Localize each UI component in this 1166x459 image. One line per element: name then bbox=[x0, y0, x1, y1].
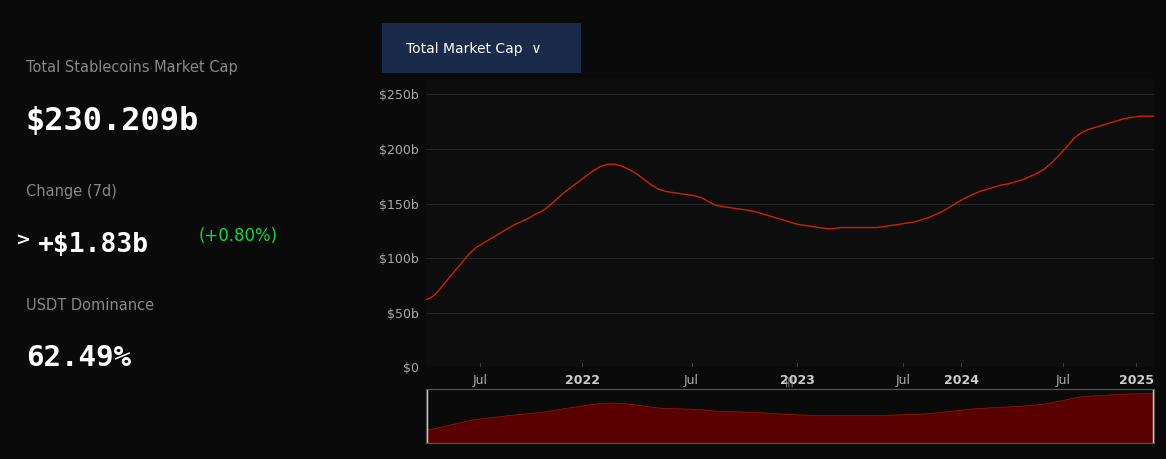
Text: Change (7d): Change (7d) bbox=[26, 184, 117, 199]
Text: $230.209b: $230.209b bbox=[26, 106, 199, 137]
Text: (+0.80%): (+0.80%) bbox=[198, 227, 278, 245]
Text: 62.49%: 62.49% bbox=[26, 344, 131, 372]
Text: Total Stablecoins Market Cap: Total Stablecoins Market Cap bbox=[26, 60, 238, 75]
Text: Total Market Cap  ∨: Total Market Cap ∨ bbox=[406, 42, 542, 56]
Text: >: > bbox=[15, 232, 29, 250]
Text: USDT Dominance: USDT Dominance bbox=[26, 298, 154, 313]
Text: +$1.83b: +$1.83b bbox=[37, 232, 148, 258]
Text: |||: ||| bbox=[785, 376, 795, 386]
